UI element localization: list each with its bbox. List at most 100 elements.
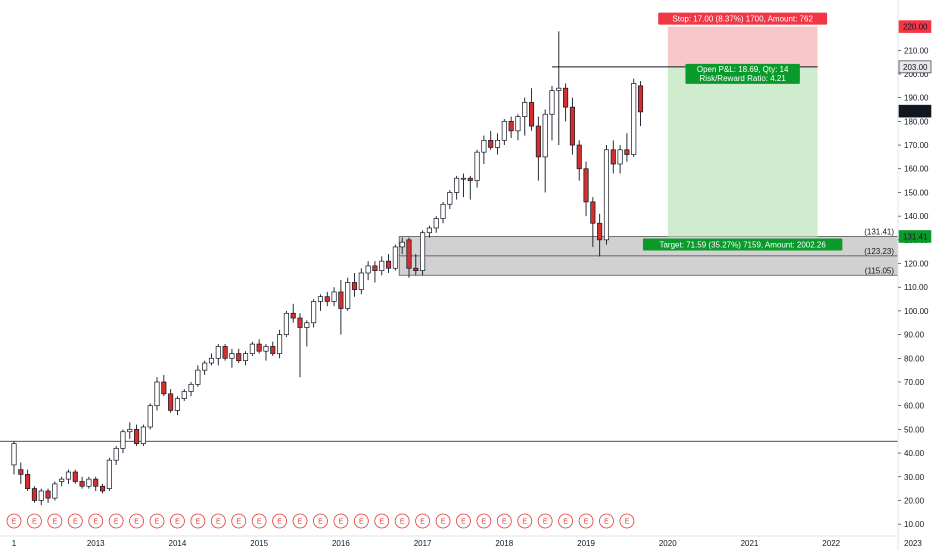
- earnings-marker[interactable]: E: [272, 513, 287, 529]
- earnings-marker[interactable]: E: [435, 513, 451, 529]
- candle[interactable]: [433, 216, 439, 233]
- earnings-marker[interactable]: E: [333, 513, 349, 529]
- earnings-marker[interactable]: E: [210, 513, 226, 529]
- candle[interactable]: [38, 488, 44, 506]
- candle[interactable]: [72, 469, 78, 484]
- candle[interactable]: [270, 341, 276, 356]
- earnings-marker[interactable]: E: [476, 513, 492, 529]
- candle[interactable]: [420, 230, 426, 276]
- candle[interactable]: [263, 344, 269, 361]
- candle[interactable]: [365, 261, 371, 281]
- candle[interactable]: [222, 344, 228, 361]
- earnings-marker[interactable]: E: [231, 513, 247, 529]
- candle[interactable]: [11, 441, 17, 475]
- candle[interactable]: [304, 320, 310, 347]
- stop-label[interactable]: Stop: 17.00 (8.37%) 1700, Amount: 762: [658, 12, 828, 25]
- candle[interactable]: [631, 78, 637, 157]
- candle[interactable]: [501, 118, 507, 146]
- candle[interactable]: [324, 291, 330, 307]
- candle[interactable]: [25, 469, 31, 491]
- earnings-marker[interactable]: E: [108, 513, 124, 529]
- candle[interactable]: [481, 135, 487, 165]
- candle[interactable]: [215, 344, 221, 366]
- candle[interactable]: [494, 133, 501, 155]
- candle[interactable]: [522, 97, 528, 136]
- candle[interactable]: [440, 201, 446, 224]
- price-axis[interactable]: 10.00 20.00 30.00 40.00 50.00 60.00 70.00 80.00…: [898, 20, 932, 530]
- candle[interactable]: [195, 365, 201, 387]
- earnings-marker[interactable]: E: [394, 513, 410, 529]
- earnings-marker[interactable]: E: [47, 513, 63, 529]
- earnings-marker[interactable]: E: [537, 513, 553, 529]
- candle[interactable]: [413, 254, 419, 276]
- candle[interactable]: [18, 462, 24, 484]
- candle[interactable]: [358, 268, 364, 295]
- candle[interactable]: [106, 457, 112, 491]
- candle[interactable]: [65, 469, 72, 484]
- candle[interactable]: [515, 114, 521, 141]
- candle[interactable]: [372, 261, 378, 283]
- candle[interactable]: [379, 256, 385, 276]
- candle[interactable]: [161, 374, 167, 397]
- earnings-marker[interactable]: E: [578, 513, 594, 529]
- candle[interactable]: [590, 197, 596, 247]
- candle[interactable]: [188, 381, 194, 397]
- candle[interactable]: [236, 348, 242, 364]
- candle[interactable]: [624, 133, 630, 162]
- candle[interactable]: [181, 389, 187, 401]
- earnings-marker[interactable]: E: [88, 513, 104, 529]
- earnings-marker[interactable]: E: [251, 513, 267, 529]
- candle[interactable]: [426, 225, 432, 238]
- earnings-marker[interactable]: E: [170, 513, 185, 529]
- earnings-marker[interactable]: E: [517, 513, 533, 529]
- candle[interactable]: [392, 244, 398, 271]
- candle[interactable]: [460, 173, 467, 198]
- candle[interactable]: [351, 273, 358, 297]
- candle[interactable]: [399, 237, 405, 255]
- earnings-marker[interactable]: E: [374, 513, 390, 529]
- candle[interactable]: [59, 476, 65, 487]
- earnings-marker[interactable]: E: [190, 513, 206, 529]
- candle[interactable]: [147, 403, 153, 430]
- candle[interactable]: [386, 254, 392, 273]
- candle[interactable]: [290, 303, 296, 323]
- earnings-marker[interactable]: E: [353, 513, 369, 529]
- candle[interactable]: [86, 476, 92, 489]
- candle[interactable]: [229, 348, 235, 368]
- candle[interactable]: [134, 424, 140, 446]
- earnings-marker[interactable]: E: [292, 513, 308, 529]
- candle[interactable]: [576, 140, 582, 181]
- earnings-marker[interactable]: E: [456, 513, 471, 529]
- candle[interactable]: [242, 351, 249, 366]
- candle[interactable]: [563, 83, 569, 122]
- profit-target-zone[interactable]: [667, 66, 818, 237]
- candle[interactable]: [113, 445, 119, 465]
- earnings-marker[interactable]: E: [558, 513, 574, 529]
- candle[interactable]: [637, 81, 644, 127]
- earnings-marker[interactable]: E: [129, 513, 144, 529]
- candle[interactable]: [508, 116, 514, 138]
- candle[interactable]: [447, 190, 453, 210]
- candle[interactable]: [345, 277, 351, 311]
- candle[interactable]: [597, 213, 603, 257]
- earnings-marker[interactable]: E: [619, 513, 635, 529]
- candle[interactable]: [454, 175, 460, 200]
- candle[interactable]: [467, 175, 473, 200]
- candle[interactable]: [535, 116, 541, 181]
- candle[interactable]: [249, 341, 255, 356]
- candle[interactable]: [488, 130, 494, 150]
- candle[interactable]: [45, 488, 51, 503]
- candle[interactable]: [556, 31, 562, 146]
- candle[interactable]: [31, 486, 37, 503]
- candle[interactable]: [202, 360, 208, 375]
- candle[interactable]: [79, 476, 85, 489]
- candle[interactable]: [120, 429, 126, 454]
- time-axis[interactable]: 1 2013 2014 2015 2016 2017 2018 2019 2020 2021 202…: [12, 539, 923, 548]
- earnings-marker[interactable]: E: [599, 513, 614, 529]
- earnings-marker[interactable]: E: [67, 513, 83, 529]
- candle[interactable]: [549, 85, 555, 141]
- candle[interactable]: [154, 377, 160, 411]
- candle[interactable]: [317, 294, 324, 311]
- candle[interactable]: [610, 140, 616, 174]
